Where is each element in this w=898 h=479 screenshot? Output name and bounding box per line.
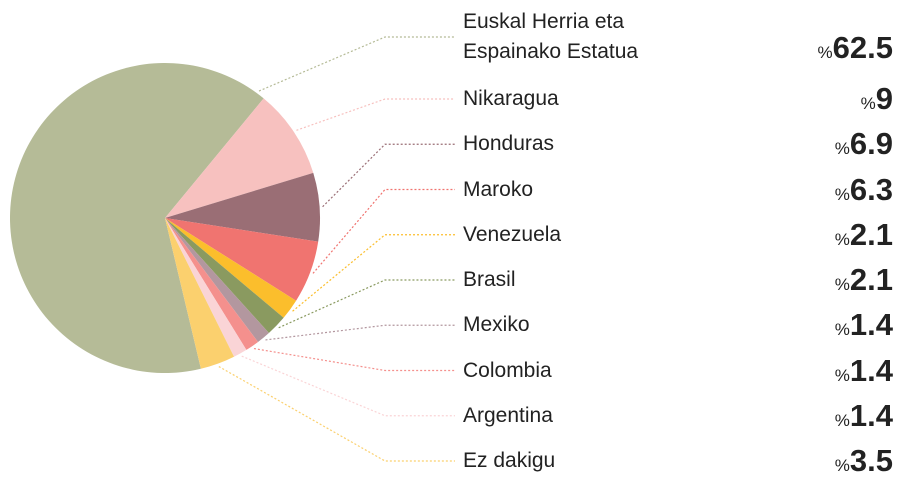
leader-line <box>218 366 455 462</box>
legend-label: Honduras <box>463 132 555 156</box>
pie-slice <box>165 218 269 342</box>
pie-slice <box>165 218 297 318</box>
legend-label: Brasil <box>463 268 516 291</box>
pie-slice <box>165 218 247 357</box>
pie-slice <box>165 98 314 218</box>
legend-label: Maroko <box>463 177 534 201</box>
value-label: %1.4 <box>834 307 893 343</box>
leader-line <box>265 324 455 341</box>
value-label: %1.4 <box>834 397 893 433</box>
value-label: %9 <box>860 81 893 116</box>
legend-label: Euskal Herria eta Espainako Estatua <box>463 10 639 63</box>
legend-label: Nikaragua <box>463 87 559 110</box>
value-label: %3.5 <box>834 443 893 478</box>
value-label: %2.1 <box>834 262 893 297</box>
pie-slice <box>165 218 319 301</box>
leader-line <box>296 98 455 131</box>
legend-label: Ez dakigu <box>463 449 556 472</box>
pie-slice <box>165 172 320 242</box>
pie-slice <box>165 218 284 334</box>
legend-label: Mexiko <box>463 313 530 337</box>
value-label: %2.1 <box>834 216 893 252</box>
pie-slice <box>165 218 259 350</box>
value-label: %1.4 <box>834 352 893 388</box>
leader-line <box>258 36 455 92</box>
leader-line <box>312 188 455 274</box>
legend-label: Argentina <box>463 403 553 427</box>
value-label: %6.3 <box>834 171 893 207</box>
legend-label: Venezuela <box>463 222 562 246</box>
leader-line <box>241 355 455 417</box>
pie-slice <box>10 63 264 373</box>
leader-line <box>278 279 455 329</box>
pie-slice <box>165 218 235 369</box>
leader-line <box>253 347 455 372</box>
leader-line <box>322 143 455 208</box>
value-label: %62.5 <box>817 30 893 65</box>
legend-label: Colombia <box>463 358 552 382</box>
value-label: %6.9 <box>834 126 893 162</box>
